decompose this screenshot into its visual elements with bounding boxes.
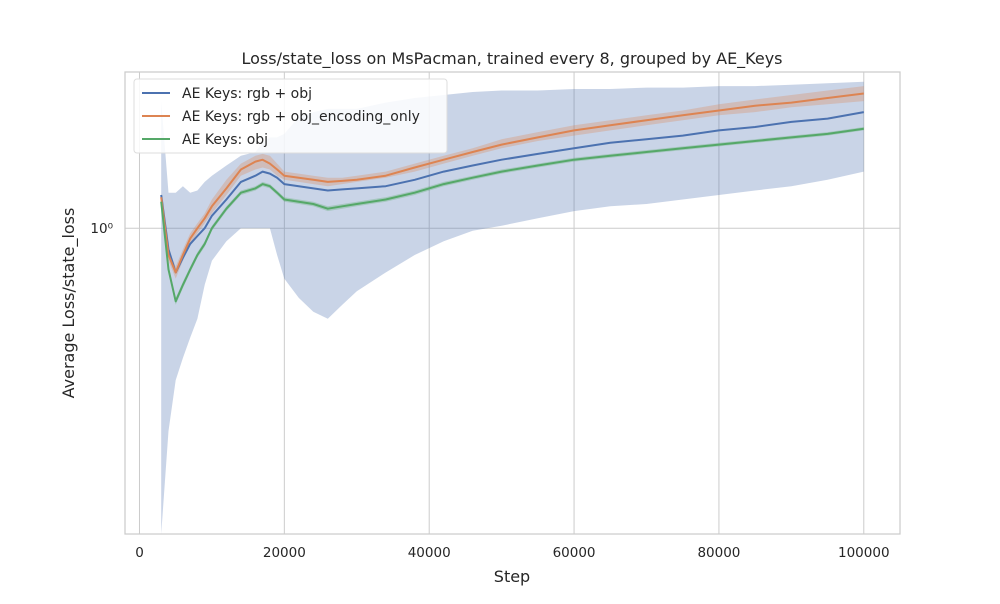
x-axis-label: Step	[494, 567, 530, 586]
series-lines	[160, 92, 864, 303]
x-tick-label: 60000	[553, 545, 596, 561]
x-tick-label: 80000	[697, 545, 740, 561]
series-line	[160, 92, 864, 274]
y-tick-label: 10⁰	[90, 221, 113, 237]
series-line	[160, 111, 864, 274]
x-tick-label: 100000	[838, 545, 890, 561]
confidence-band	[161, 86, 864, 279]
plot-area	[124, 71, 901, 535]
legend-label: AE Keys: obj	[182, 132, 268, 148]
x-tick-label: 40000	[408, 545, 451, 561]
legend: AE Keys: rgb + obj AE Keys: rgb + obj_enc…	[133, 78, 448, 154]
chart-title: Loss/state_loss on MsPacman, trained eve…	[241, 49, 782, 69]
x-tick-label: 0	[135, 545, 144, 561]
x-tick-label: 20000	[263, 545, 306, 561]
confidence-band	[161, 81, 864, 535]
confidence-bands	[161, 81, 864, 535]
y-axis-label: Average Loss/state_loss	[59, 208, 79, 399]
series-line	[160, 127, 864, 303]
legend-box	[133, 78, 448, 154]
legend-label: AE Keys: rgb + obj_encoding_only	[182, 109, 420, 125]
tick-labels: 0 20000 40000 60000 80000 100000 10⁰	[90, 221, 889, 561]
legend-label: AE Keys: rgb + obj	[182, 86, 312, 102]
